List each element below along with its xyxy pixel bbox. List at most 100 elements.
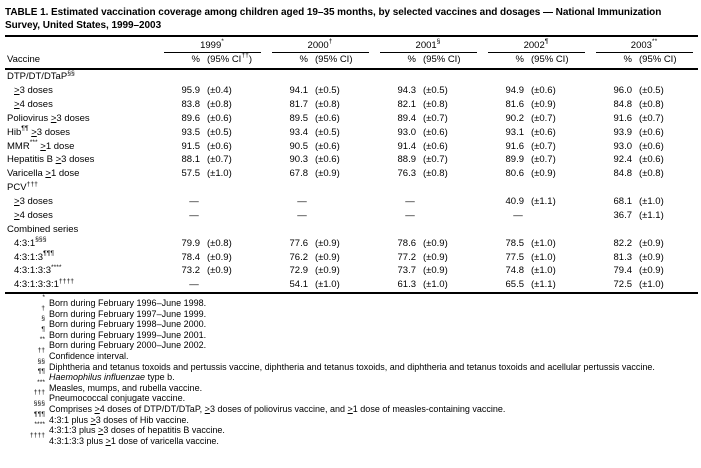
footnotes: * Born during February 1996–June 1998. † Bo… xyxy=(5,294,693,446)
no-data-cell: — xyxy=(189,196,199,208)
greater-equal-symbol: > xyxy=(90,414,96,425)
ci-value: (±0.9) xyxy=(423,251,448,263)
ci-value: (±0.6) xyxy=(423,140,448,152)
percent-value: 96.0 xyxy=(613,85,633,97)
percent-value: 92.4 xyxy=(613,154,633,166)
footnote-marker: ¶ xyxy=(544,38,549,46)
ci-value: (±0.9) xyxy=(531,98,556,110)
ci-value: (±0.8) xyxy=(315,98,340,110)
footnote-text: Comprises >4 doses of DTP/DT/DTaP, >3 do… xyxy=(49,403,506,414)
row-label: 4:3:1§§§ xyxy=(14,236,47,249)
ci-value: (±0.6) xyxy=(315,140,340,152)
footnote: **** 4:3:1:3 plus >3 doses of hepatitis B… xyxy=(34,421,225,436)
footnote-marker: §§§ xyxy=(35,236,47,244)
footnote: †††† 4:3:1:3:3 plus >1 dose of varicella … xyxy=(29,431,219,446)
percent-value: 79.4 xyxy=(613,265,633,277)
percent-value: 78.6 xyxy=(397,237,417,249)
percent-value: 88.1 xyxy=(181,154,201,166)
section-row: DTP/DT/DTaP§§ xyxy=(5,69,698,84)
percent-header: % xyxy=(266,53,308,70)
percent-value: 76.2 xyxy=(289,251,309,263)
year-column-header: 1999* xyxy=(158,36,266,53)
percent-value: 78.4 xyxy=(181,251,201,263)
no-data-cell: — xyxy=(189,279,199,291)
percent-value: 67.8 xyxy=(289,168,309,180)
ci-value: (±0.9) xyxy=(423,237,448,249)
footnote-marker: § xyxy=(436,38,441,46)
percent-value: 94.9 xyxy=(505,85,525,97)
percent-value: 73.2 xyxy=(181,265,201,277)
year-header-row: 1999* 2000† 2001§ 2002¶ 2003** xyxy=(5,36,698,53)
ci-value: (±0.9) xyxy=(639,265,664,277)
ci-value: (±0.6) xyxy=(315,154,340,166)
footnote: ††† Pneumococcal conjugate vaccine. xyxy=(33,389,186,404)
footnote: §§ Diphtheria and tetanus toxoids and per… xyxy=(37,357,655,372)
table-row: >3 doses 95.9 (±0.4) 94.1 (±0.5) 94.3 (±0.5) 94… xyxy=(5,84,698,98)
greater-equal-symbol: > xyxy=(105,435,111,446)
table-row: 4:3:1:3¶¶¶ 78.4 (±0.9) 76.2 (±0.9) 77.2 (±0.9)… xyxy=(5,250,698,264)
percent-value: 65.5 xyxy=(505,279,525,291)
percent-value: 89.4 xyxy=(397,112,417,124)
footnote: § Born during February 1998–June 2000. xyxy=(41,315,207,330)
table-row: Hib¶¶ >3 doses 93.5 (±0.5) 93.4 (±0.5) 93.0 (±… xyxy=(5,125,698,140)
footnote-text: Haemophilus influenzae type b. xyxy=(49,372,175,383)
footnote-marker: * xyxy=(221,38,224,46)
footnote: † Born during February 1997–June 1999. xyxy=(41,304,207,319)
ci-value: (±0.8) xyxy=(423,98,448,110)
percent-value: 91.6 xyxy=(505,140,525,152)
year-text: 2000 xyxy=(307,40,329,51)
percent-value: 94.1 xyxy=(289,85,309,97)
ci-value: (±0.4) xyxy=(207,85,232,97)
table-header: 1999* 2000† 2001§ 2002¶ 2003** Vaccine% (95% … xyxy=(5,36,698,70)
ci-value: (±0.8) xyxy=(207,237,232,249)
percent-value: 68.1 xyxy=(613,196,633,208)
ci-value: (±0.6) xyxy=(423,126,448,138)
table-row: Varicella >1 dose 57.5 (±1.0) 67.8 (±0.9) 76.… xyxy=(5,167,698,181)
footnote-text: 4:3:1 plus >3 doses of Hib vaccine. xyxy=(49,414,189,425)
ci-value: (±1.1) xyxy=(531,279,556,291)
greater-equal-symbol: > xyxy=(204,403,210,414)
footnote-marker: †† xyxy=(241,52,249,60)
greater-equal-symbol: > xyxy=(94,403,100,414)
table-row: 4:3:1:3:3**** 73.2 (±0.9) 72.9 (±0.9) 73.7 (±0… xyxy=(5,264,698,278)
row-label: MMR*** >1 dose xyxy=(7,138,75,152)
ci-value: (±0.8) xyxy=(639,168,664,180)
percent-value: 82.2 xyxy=(613,237,633,249)
ci-value: (±1.0) xyxy=(639,196,664,208)
percent-value: 54.1 xyxy=(289,279,309,291)
italic-species-name: Haemophilus influenzae xyxy=(49,372,146,383)
footnote-marker: §§ xyxy=(67,69,75,77)
footnote: ¶¶ Haemophilus influenzae type b. xyxy=(37,368,175,383)
ci-value: (±1.0) xyxy=(531,265,556,277)
ci-value: (±0.6) xyxy=(207,140,232,152)
percent-value: 77.5 xyxy=(505,251,525,263)
greater-equal-symbol: > xyxy=(55,154,62,166)
year-text: 1999 xyxy=(200,40,222,51)
ci-value: (±0.6) xyxy=(315,112,340,124)
greater-equal-symbol: > xyxy=(50,112,57,124)
ci-value: (±0.6) xyxy=(639,154,664,166)
greater-equal-symbol: > xyxy=(14,209,20,221)
percent-value: 79.9 xyxy=(181,237,201,249)
ci-value: (±0.5) xyxy=(423,85,448,97)
footnote-marker: **** xyxy=(50,263,62,271)
section-row: Combined series xyxy=(5,223,698,237)
ci-value: (±0.8) xyxy=(423,168,448,180)
row-label: Poliovirus >3 doses xyxy=(7,112,90,124)
footnote: §§§ Comprises >4 doses of DTP/DT/DTaP, >3… xyxy=(33,399,506,414)
percent-value: 95.9 xyxy=(181,85,201,97)
row-label: PCV††† xyxy=(7,180,38,194)
greater-equal-symbol: > xyxy=(31,126,37,138)
ci-header: (95% CI) xyxy=(416,53,482,70)
footnote-text: Born during February 2000–June 2002. xyxy=(49,340,207,351)
footnote: ** Born during February 2000–June 2002. xyxy=(39,336,207,351)
year-text: 2001 xyxy=(415,40,437,51)
row-label: Hib¶¶ >3 doses xyxy=(7,125,71,138)
row-label: >4 doses xyxy=(14,98,53,110)
ci-value: (±1.0) xyxy=(315,279,340,291)
footnote-text: Confidence interval. xyxy=(49,350,129,361)
percent-value: 40.9 xyxy=(505,196,525,208)
table-row: >3 doses — — — 40.9 (±1.1) 68.1 (±1.0) xyxy=(5,195,698,209)
percent-value: 83.8 xyxy=(181,98,201,110)
vaccine-column-header: Vaccine xyxy=(5,53,158,70)
